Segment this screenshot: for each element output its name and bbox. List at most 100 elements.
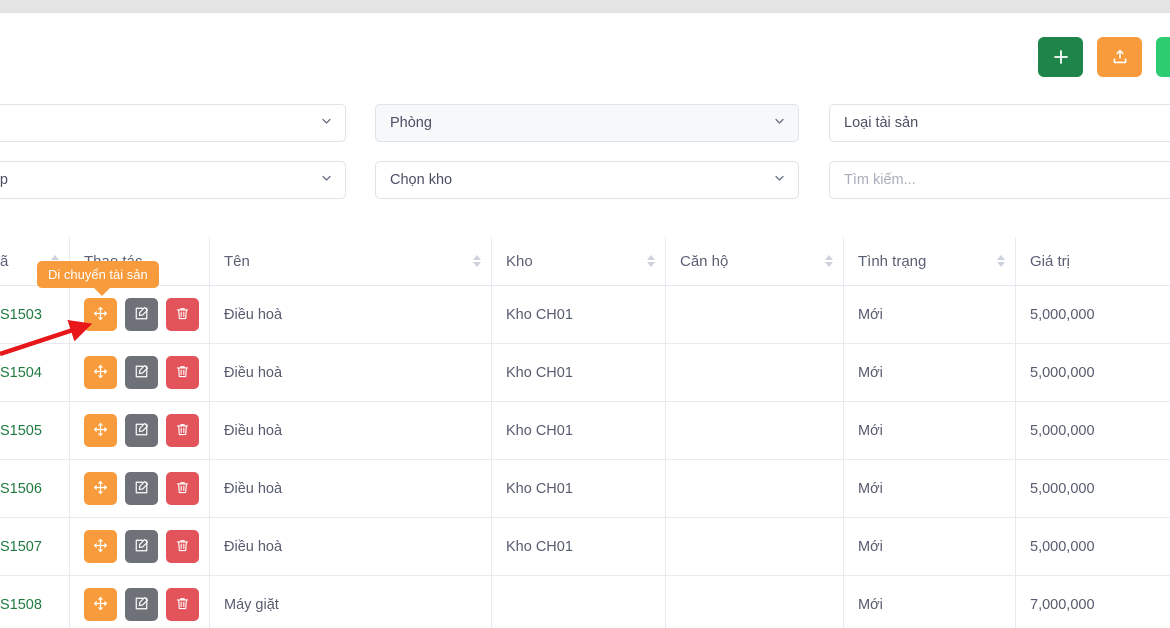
table-row: S1504 Điều hoà Kho CH01 Mới 5,000,000	[0, 344, 1170, 402]
cell-kho: Kho CH01	[492, 402, 666, 459]
asset-warehouse: Kho CH01	[506, 422, 573, 439]
table-row: S1507 Điều hoà Kho CH01 Mới 5,000,000	[0, 518, 1170, 576]
cell-kho: Kho CH01	[492, 344, 666, 401]
edit-asset-button[interactable]	[125, 472, 158, 505]
column-header-tinh-trang[interactable]: Tình trạng	[844, 237, 1016, 286]
move-asset-button[interactable]	[84, 356, 117, 389]
cell-kho: Kho CH01	[492, 286, 666, 343]
table-body: S1503 Điều hoà Kho CH01 Mới 5,000,000 S1504 Đi…	[0, 286, 1170, 628]
cell-tinh-trang: Mới	[844, 518, 1016, 575]
supplier-select[interactable]: à cung cấp	[0, 161, 346, 199]
cell-ten: Máy giặt	[210, 576, 492, 628]
asset-value: 5,000,000	[1030, 306, 1095, 323]
chevron-down-icon	[320, 115, 333, 132]
delete-asset-button[interactable]	[166, 530, 199, 563]
cell-ten: Điều hoà	[210, 344, 492, 401]
table-row: S1506 Điều hoà Kho CH01 Mới 5,000,000	[0, 460, 1170, 518]
edit-asset-button[interactable]	[125, 588, 158, 621]
cell-thao-tac	[70, 402, 210, 459]
move-arrows-icon	[93, 364, 108, 382]
asset-condition: Mới	[858, 422, 883, 439]
asset-name: Điều hoà	[224, 422, 283, 439]
chevron-down-icon	[773, 172, 786, 189]
column-header-ten[interactable]: Tên	[210, 237, 492, 286]
asset-warehouse: Kho CH01	[506, 480, 573, 497]
cell-tinh-trang: Mới	[844, 460, 1016, 517]
cell-gia-tri: 5,000,000	[1016, 460, 1170, 517]
sort-icon[interactable]	[825, 255, 833, 267]
cell-ma: S1503	[0, 286, 70, 343]
trash-icon	[175, 480, 190, 498]
table-row: S1508 Máy giặt Mới 7,000,000	[0, 576, 1170, 628]
column-header-gia-tri: Giá trị	[1016, 237, 1170, 286]
asset-condition: Mới	[858, 538, 883, 555]
top-gray-strip	[0, 0, 1170, 13]
cell-tinh-trang: Mới	[844, 402, 1016, 459]
column-header-can-ho[interactable]: Căn hộ	[666, 237, 844, 286]
export-button[interactable]	[1156, 37, 1170, 77]
asset-warehouse: Kho CH01	[506, 538, 573, 555]
search-input[interactable]: Tìm kiếm...	[829, 161, 1170, 199]
cell-thao-tac	[70, 576, 210, 628]
cell-ten: Điều hoà	[210, 402, 492, 459]
cell-can-ho	[666, 576, 844, 628]
edit-asset-button[interactable]	[125, 414, 158, 447]
edit-asset-button[interactable]	[125, 298, 158, 331]
asset-value: 5,000,000	[1030, 480, 1095, 497]
plus-icon	[1052, 48, 1070, 66]
search-input-placeholder: Tìm kiếm...	[844, 172, 916, 188]
move-asset-button[interactable]	[84, 298, 117, 331]
asset-value: 5,000,000	[1030, 364, 1095, 381]
sort-icon[interactable]	[997, 255, 1005, 267]
row-action-buttons	[84, 356, 199, 389]
cell-gia-tri: 5,000,000	[1016, 286, 1170, 343]
asset-type-select[interactable]: Loại tài sản	[829, 104, 1170, 142]
asset-name: Điều hoà	[224, 538, 283, 555]
delete-asset-button[interactable]	[166, 356, 199, 389]
move-asset-button[interactable]	[84, 530, 117, 563]
sort-icon[interactable]	[473, 255, 481, 267]
row-action-buttons	[84, 414, 199, 447]
asset-type-select-value: Loại tài sản	[844, 115, 919, 131]
empty-select[interactable]	[0, 104, 346, 142]
move-asset-button[interactable]	[84, 472, 117, 505]
asset-code: S1503	[0, 306, 42, 323]
delete-asset-button[interactable]	[166, 414, 199, 447]
column-header-can-ho-label: Căn hộ	[680, 252, 729, 270]
edit-pencil-icon	[134, 480, 149, 498]
delete-asset-button[interactable]	[166, 472, 199, 505]
edit-asset-button[interactable]	[125, 356, 158, 389]
add-asset-button[interactable]	[1038, 37, 1083, 77]
row-action-buttons	[84, 472, 199, 505]
move-asset-button[interactable]	[84, 414, 117, 447]
sort-icon[interactable]	[647, 255, 655, 267]
cell-thao-tac	[70, 460, 210, 517]
cell-gia-tri: 7,000,000	[1016, 576, 1170, 628]
edit-asset-button[interactable]	[125, 530, 158, 563]
asset-value: 5,000,000	[1030, 538, 1095, 555]
asset-code: S1507	[0, 538, 42, 555]
table-row: S1505 Điều hoà Kho CH01 Mới 5,000,000	[0, 402, 1170, 460]
cell-thao-tac	[70, 286, 210, 343]
cell-ma: S1505	[0, 402, 70, 459]
asset-value: 7,000,000	[1030, 596, 1095, 613]
trash-icon	[175, 538, 190, 556]
upload-button[interactable]	[1097, 37, 1142, 77]
trash-icon	[175, 422, 190, 440]
upload-icon	[1111, 48, 1129, 66]
cell-can-ho	[666, 402, 844, 459]
delete-asset-button[interactable]	[166, 588, 199, 621]
cell-gia-tri: 5,000,000	[1016, 518, 1170, 575]
move-asset-button[interactable]	[84, 588, 117, 621]
cell-thao-tac	[70, 344, 210, 401]
toolbar-actions	[1038, 37, 1170, 77]
cell-kho: Kho CH01	[492, 460, 666, 517]
delete-asset-button[interactable]	[166, 298, 199, 331]
column-header-ma-label: ã	[0, 252, 9, 270]
edit-pencil-icon	[134, 364, 149, 382]
warehouse-select[interactable]: Chọn kho	[375, 161, 799, 199]
column-header-kho[interactable]: Kho	[492, 237, 666, 286]
cell-kho	[492, 576, 666, 628]
room-select[interactable]: Phòng	[375, 104, 799, 142]
